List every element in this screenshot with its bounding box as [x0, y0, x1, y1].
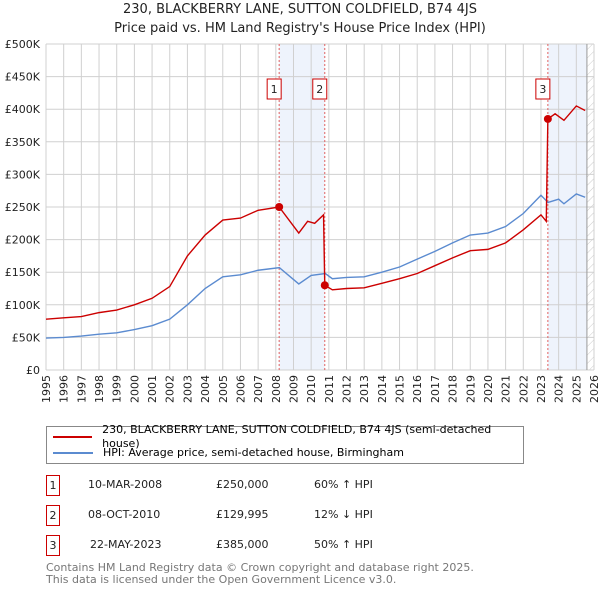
- sale-hpi: 50% ↑ HPI: [314, 538, 373, 551]
- y-tick-label: £500K: [5, 38, 41, 51]
- y-tick-label: £400K: [5, 103, 41, 116]
- sale-marker-label: 2: [46, 505, 60, 526]
- hpi-line: [45, 193, 586, 339]
- x-tick-label: 2015: [394, 375, 407, 403]
- sale-marker-box: [266, 78, 282, 100]
- x-tick-label: 2022: [517, 375, 530, 403]
- x-tick-label: 2007: [252, 375, 265, 403]
- x-tick-label: 2018: [447, 375, 460, 403]
- x-tick-label: 2016: [411, 375, 424, 403]
- sale-marker-box: [535, 78, 551, 100]
- x-tick-label: 2012: [341, 375, 354, 403]
- x-tick-label: 2001: [146, 375, 159, 403]
- x-tick-label: 1999: [111, 375, 124, 403]
- x-tick-label: 2004: [199, 375, 212, 403]
- y-tick-label: £300K: [5, 168, 41, 181]
- sale-point: [275, 203, 284, 211]
- footer-line-2: This data is licensed under the Open Gov…: [46, 573, 397, 586]
- x-tick-label: 1998: [93, 375, 106, 403]
- sale-point: [543, 114, 552, 123]
- x-tick-label: 1995: [40, 375, 53, 403]
- x-tick-label: 2021: [500, 375, 513, 403]
- sale-date: 08-OCT-2010: [88, 508, 161, 521]
- legend: 230, BLACKBERRY LANE, SUTTON COLDFIELD, …: [46, 423, 524, 464]
- footer-line-1: Contains HM Land Registry data © Crown c…: [46, 561, 474, 574]
- sale-marker-label: 3: [539, 83, 546, 96]
- plot-area: 1995 1996 1997 1998 1999 2000 2001 2002 2003 2004…: [5, 38, 600, 403]
- footer: Contains HM Land Registry data © Crown c…: [46, 562, 474, 586]
- y-tick-label: £0: [26, 364, 40, 377]
- x-tick-label: 2020: [482, 375, 495, 403]
- x-tick-label: 2000: [128, 375, 141, 403]
- sale-hpi: 60% ↑ HPI: [314, 478, 373, 491]
- sale-marker-label: 2: [316, 83, 323, 96]
- x-tick-label: 2006: [234, 375, 247, 403]
- price-paid-line: [45, 105, 586, 320]
- x-tick-label: 2024: [553, 375, 566, 403]
- x-tick-label: 2019: [464, 375, 477, 403]
- sale-row: 3 22-MAY-2023 £385,000 50% ↑ HPI: [46, 535, 446, 556]
- chart-subtitle: Price paid vs. HM Land Registry's House …: [114, 21, 486, 36]
- sale-hpi: 12% ↓ HPI: [314, 508, 373, 521]
- y-tick-label: £450K: [5, 71, 41, 84]
- y-tick-label: £200K: [5, 234, 41, 247]
- legend-label-hpi: HPI: Average price, semi-detached house,…: [103, 446, 404, 459]
- sale-marker-label: 1: [271, 83, 278, 96]
- x-tick-label: 2026: [588, 375, 600, 403]
- legend-label-property: 230, BLACKBERRY LANE, SUTTON COLDFIELD, …: [102, 423, 492, 450]
- x-tick-label: 2017: [429, 375, 442, 403]
- sale-point: [320, 281, 329, 290]
- x-tick-label: 2010: [305, 375, 318, 403]
- sale-date: 10-MAR-2008: [88, 478, 163, 491]
- sale-price: £250,000: [216, 478, 269, 491]
- y-tick-label: £50K: [12, 331, 41, 344]
- sale-row: 1 10-MAR-2008 £250,000 60% ↑ HPI: [46, 475, 446, 496]
- x-tick-label: 2011: [323, 375, 336, 403]
- sale-price: £129,995: [216, 508, 269, 521]
- sale-row: 2 08-OCT-2010 £129,995 12% ↓ HPI: [46, 505, 446, 526]
- sale-date: 22-MAY-2023: [90, 538, 162, 551]
- x-tick-label: 2013: [358, 375, 371, 403]
- x-tick-label: 2005: [217, 375, 230, 403]
- legend-swatch-property: [53, 436, 93, 438]
- x-tick-label: 2009: [287, 375, 300, 403]
- x-tick-label: 1997: [75, 375, 88, 403]
- y-tick-label: £250K: [5, 201, 41, 214]
- y-tick-label: £100K: [5, 299, 41, 312]
- x-tick-label: 2014: [376, 375, 389, 403]
- x-tick-label: 2023: [535, 375, 548, 403]
- chart-title: 230, BLACKBERRY LANE, SUTTON COLDFIELD, …: [123, 2, 477, 17]
- y-tick-label: £350K: [5, 136, 41, 149]
- legend-swatch-hpi: [53, 452, 93, 454]
- y-tick-label: £150K: [5, 266, 41, 279]
- sale-marker-box: [312, 78, 328, 100]
- x-tick-label: 2002: [164, 375, 177, 403]
- x-tick-label: 2025: [570, 375, 583, 403]
- sale-price: £385,000: [216, 538, 269, 551]
- x-tick-label: 2008: [270, 375, 283, 403]
- sale-marker-label: 3: [46, 535, 60, 556]
- x-tick-label: 2003: [181, 375, 194, 403]
- sale-marker-label: 1: [46, 475, 60, 496]
- x-tick-label: 1996: [58, 375, 71, 403]
